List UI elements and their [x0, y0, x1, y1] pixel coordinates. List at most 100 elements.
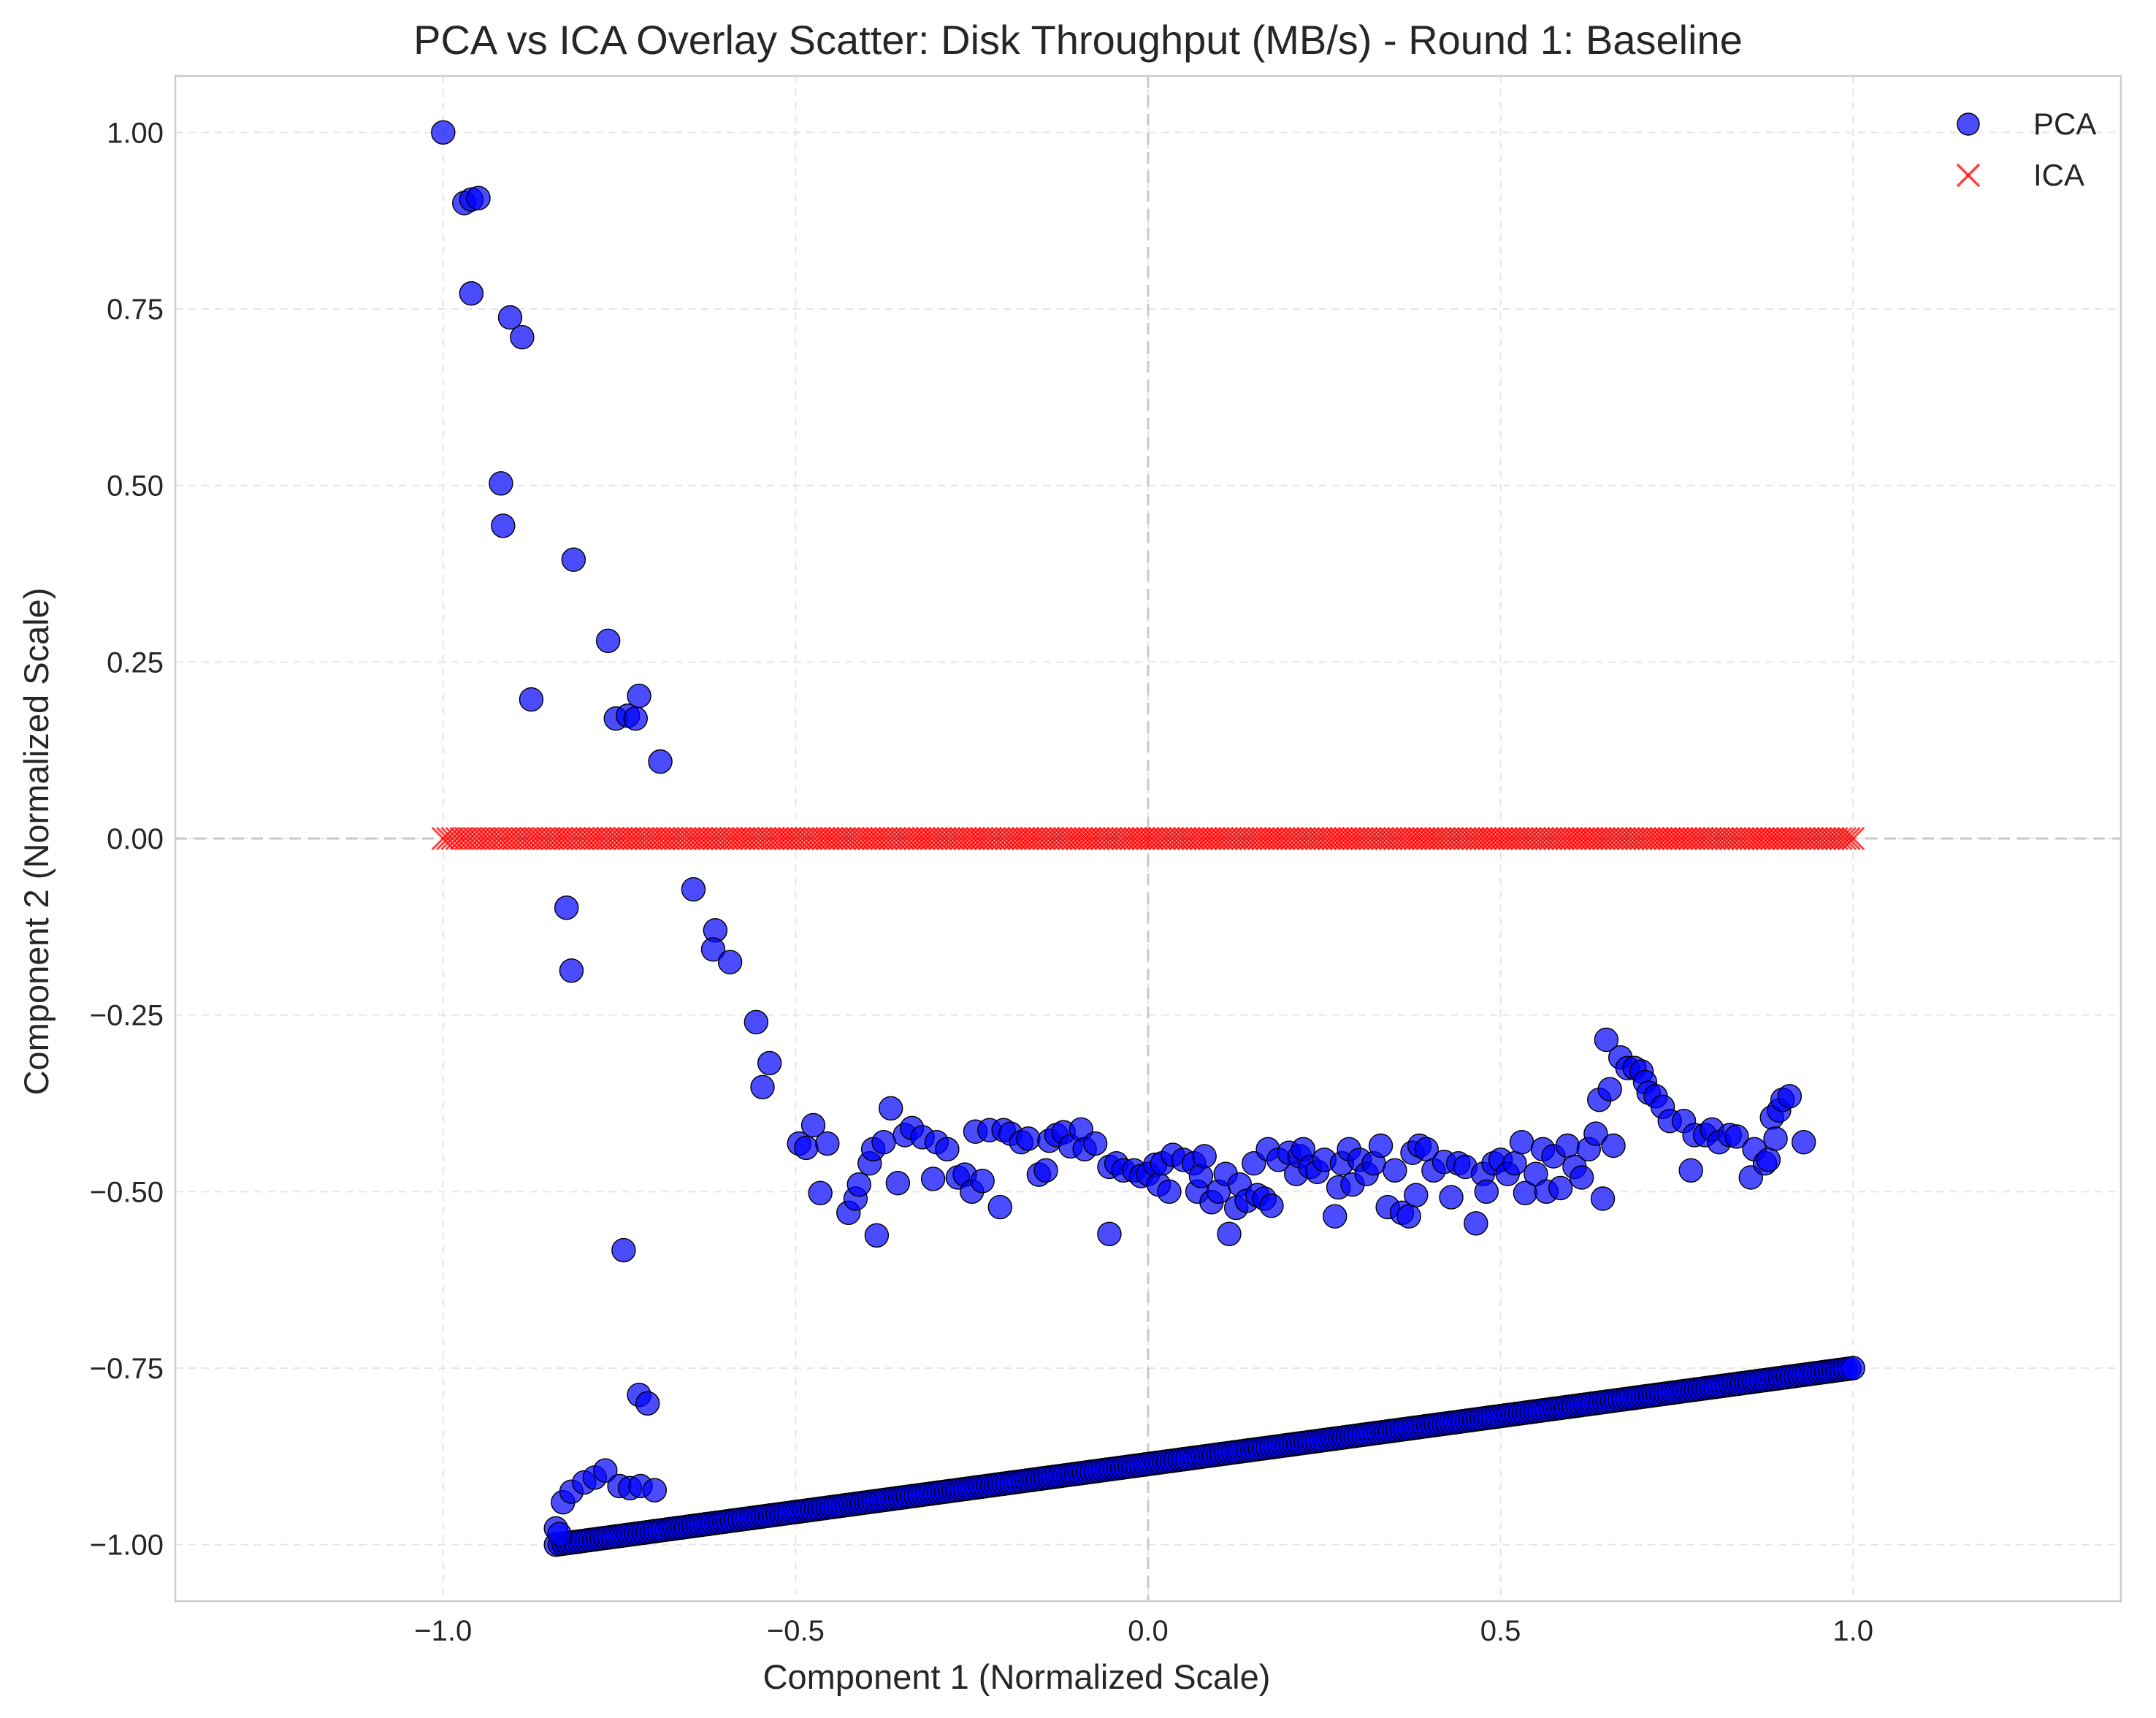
pca-point — [611, 1237, 636, 1263]
ica-point — [1608, 826, 1632, 851]
ica-point — [811, 826, 836, 851]
ica-point — [1395, 826, 1419, 851]
pca-point — [635, 1391, 660, 1416]
ica-point — [786, 826, 810, 851]
ica-point — [1161, 826, 1185, 851]
ica-point — [1169, 826, 1193, 851]
ica-point — [1152, 826, 1177, 851]
ica-point — [1317, 826, 1341, 851]
ica-point — [1403, 826, 1428, 851]
ica-point — [1592, 826, 1616, 851]
ica-point — [1808, 826, 1832, 851]
ica-point — [836, 826, 860, 851]
ica-point — [735, 826, 760, 851]
ica-point — [1036, 826, 1060, 851]
pca-point — [846, 1172, 871, 1197]
ica-point — [1731, 826, 1755, 851]
ica-point — [497, 826, 521, 851]
ica-point — [1309, 826, 1333, 851]
ica-point — [1061, 826, 1085, 851]
ica-point — [1559, 826, 1583, 851]
ica-point — [689, 826, 714, 851]
ica-point — [953, 826, 977, 851]
ica-point — [579, 826, 603, 851]
ica-point — [1662, 826, 1686, 851]
pca-point — [554, 896, 579, 920]
pca-point — [808, 1180, 833, 1205]
ica-point — [1604, 826, 1629, 851]
ica-point — [1510, 826, 1534, 851]
ica-point — [961, 826, 986, 851]
ica-point — [924, 826, 948, 851]
ica-point — [757, 826, 781, 851]
ica-point — [1804, 826, 1829, 851]
ica-point — [1534, 826, 1559, 851]
pca-point — [1383, 1158, 1407, 1183]
ica-point — [978, 826, 1002, 851]
ica-point — [1086, 826, 1110, 851]
legend-pca-label: PCA — [2033, 107, 2096, 141]
ica-point — [778, 826, 802, 851]
pca-point — [681, 877, 706, 902]
ica-point — [870, 826, 894, 851]
pca-point — [1368, 1133, 1394, 1158]
ica-point — [920, 826, 944, 851]
ica-point — [1478, 826, 1502, 851]
ica-point — [489, 826, 513, 851]
ica-point — [732, 826, 756, 851]
ica-point — [1383, 826, 1407, 851]
ica-point — [895, 826, 919, 851]
ica-point — [524, 826, 548, 851]
ica-point — [819, 826, 844, 851]
pca-point — [885, 1171, 911, 1196]
y-tick-label: −1.00 — [90, 1530, 164, 1562]
ica-point — [706, 826, 730, 851]
ica-point — [1185, 826, 1209, 851]
pca-point — [871, 1129, 896, 1155]
ica-point — [1759, 826, 1784, 851]
ica-point — [790, 826, 814, 851]
pca-point — [750, 1074, 775, 1099]
ica-point — [1727, 826, 1751, 851]
ica-point — [1276, 826, 1300, 851]
ica-point — [609, 826, 633, 851]
ica-point — [1173, 826, 1197, 851]
ica-point — [1247, 826, 1271, 851]
ica-point — [1329, 826, 1353, 851]
ica-point — [1481, 826, 1505, 851]
plot-frame — [174, 75, 2122, 1603]
ica-point — [554, 826, 578, 851]
ica-point — [664, 826, 688, 851]
x-axis-label: Component 1 (Normalized Scale) — [763, 1657, 1271, 1696]
pca-point — [1509, 1129, 1534, 1155]
ica-point — [1234, 826, 1259, 851]
ica-point — [1028, 826, 1052, 851]
ica-point — [1296, 826, 1320, 851]
ica-point — [1098, 826, 1123, 851]
ica-point — [1379, 826, 1403, 851]
pca-point — [1724, 1124, 1749, 1149]
x-tick-label: 1.0 — [1832, 1615, 1873, 1647]
pca-point — [1404, 1183, 1429, 1207]
ica-point — [1272, 826, 1296, 851]
ica-point — [1547, 826, 1571, 851]
ica-point — [1325, 826, 1350, 851]
pca-point — [1590, 1186, 1616, 1211]
ica-point — [1012, 826, 1036, 851]
ica-point — [1543, 826, 1567, 851]
pca-point — [757, 1050, 782, 1076]
ica-point — [515, 826, 539, 851]
ica-point — [1440, 826, 1464, 851]
ica-point — [1201, 826, 1226, 851]
ica-point — [1148, 826, 1172, 851]
ica-point — [1539, 826, 1563, 851]
ica-point — [1412, 826, 1436, 851]
ica-point — [1670, 826, 1694, 851]
y-axis-ticks: 1.00 0.75 0.50 0.25 0.00 −0.25 −0.50 −0.75 −1.00 — [90, 117, 164, 1561]
ica-point — [1514, 826, 1538, 851]
ica-point — [903, 826, 928, 851]
pca-point — [489, 471, 513, 496]
pca-point — [1502, 1150, 1527, 1176]
ica-point — [828, 826, 852, 851]
